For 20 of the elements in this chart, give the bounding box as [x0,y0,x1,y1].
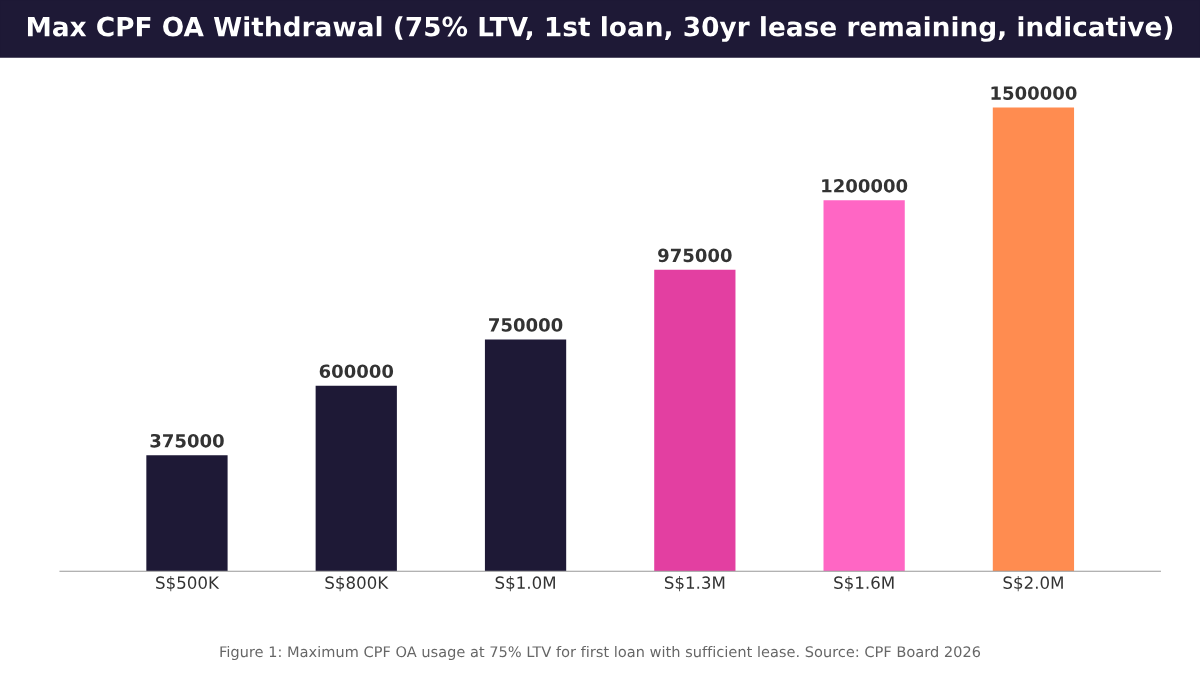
caption: Figure 1: Maximum CPF OA usage at 75% LTV for first loan with sufficient lease. Source: CPF Board 2026 [220,645,981,661]
x-tick-label: S$2.0M [1003,576,1063,592]
data-label: 1200000 [822,178,908,193]
bar [992,107,1075,572]
data-label: 375000 [150,433,224,448]
data-label: 1500000 [991,86,1077,100]
bar [315,385,397,572]
chart-title: Max CPF OA Withdrawal (75% LTV, 1st loan, 30yr lease remaining, indicative) [27,16,1173,42]
bar [146,455,228,572]
bar [654,269,736,572]
x-tick-label: S$1.6M [834,576,894,592]
bar [484,339,567,572]
bar [823,200,905,572]
data-label: 975000 [658,248,732,263]
x-tick-label: S$1.3M [664,576,725,592]
x-tick-label: S$500K [156,576,220,592]
data-label: 600000 [319,364,394,379]
x-tick-label: S$800K [325,576,389,592]
x-tick-label: S$1.0M [495,576,555,592]
data-label: 750000 [489,318,563,332]
